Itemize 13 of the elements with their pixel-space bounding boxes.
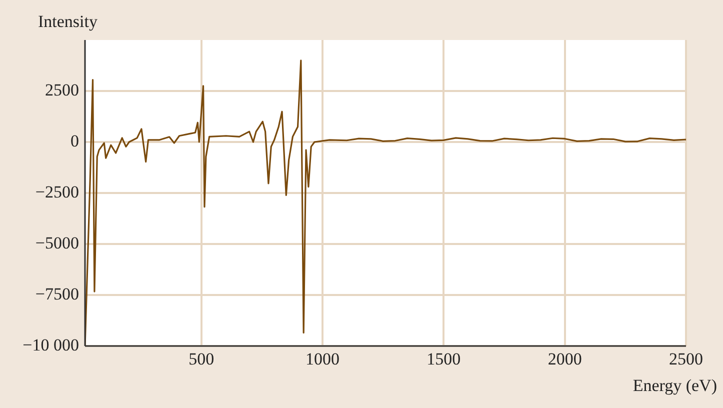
x-tick-label: 2000: [548, 350, 582, 369]
y-tick-label: −5000: [35, 233, 79, 252]
y-tick-label: −7500: [35, 284, 79, 304]
y-tick-label: 0: [70, 131, 79, 150]
y-axis-title: Intensity: [38, 12, 98, 32]
y-tick-label: −2500: [35, 182, 79, 202]
y-tick-label: −10 000: [22, 335, 79, 354]
x-tick-label: 2500: [669, 350, 703, 369]
y-tick-label: 2500: [45, 80, 79, 100]
x-axis-title: Energy (eV): [632, 376, 717, 396]
x-tick-label: 1000: [305, 350, 340, 369]
x-tick-label: 500: [188, 350, 214, 369]
x-tick-label: 1500: [426, 350, 461, 369]
